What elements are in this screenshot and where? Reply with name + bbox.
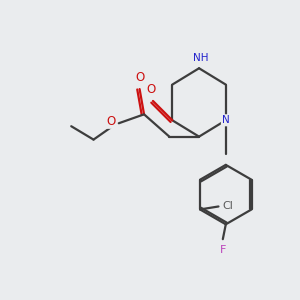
Text: F: F bbox=[220, 245, 226, 255]
Text: NH: NH bbox=[193, 53, 208, 63]
Text: O: O bbox=[135, 71, 144, 84]
Text: O: O bbox=[106, 115, 115, 128]
Text: O: O bbox=[147, 82, 156, 96]
Text: N: N bbox=[222, 115, 230, 125]
Text: Cl: Cl bbox=[222, 202, 233, 212]
Text: N: N bbox=[222, 115, 230, 125]
